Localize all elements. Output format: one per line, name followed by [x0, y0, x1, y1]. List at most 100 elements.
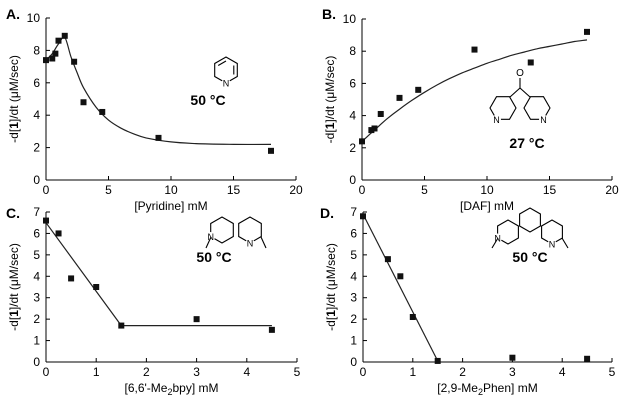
y-tick-label: 3	[350, 291, 357, 305]
y-tick-label: 6	[349, 76, 356, 90]
x-tick-label: 10	[164, 183, 178, 197]
x-axis-label-part: Phen] mM	[483, 381, 538, 395]
y-tick-label: 5	[350, 248, 357, 262]
bpy-ring-right-n-bg	[245, 238, 255, 248]
y-axis-label: -d[1]/dt (μM/sec)	[323, 56, 337, 144]
y-tick-label: 8	[349, 44, 356, 58]
x-axis-label-part: [6,6'-Me	[124, 381, 167, 395]
daf-ring-left	[489, 96, 517, 120]
data-point	[268, 326, 275, 333]
data-point	[93, 284, 100, 290]
y-tick-label: 10	[27, 11, 41, 25]
data-point	[52, 50, 59, 57]
x-tick-label: 5	[609, 365, 616, 379]
data-point	[509, 354, 516, 361]
data-point	[80, 99, 87, 106]
y-tick-label: 1	[33, 334, 40, 348]
data-point	[360, 213, 366, 220]
x-tick-label: 15	[227, 183, 241, 197]
y-axis-label-compound: 1	[7, 310, 21, 317]
molecule-structure: N	[214, 56, 238, 89]
x-axis-label-subscript: 2	[167, 387, 172, 397]
x-tick-label: 0	[359, 183, 366, 197]
y-axis-label-part: -d[	[7, 316, 21, 331]
data-point	[527, 59, 534, 66]
y-tick-label: 4	[33, 108, 40, 122]
molecule-structure: NN	[205, 216, 267, 249]
phen-ring-left	[497, 219, 519, 245]
y-tick-label: 7	[350, 205, 357, 219]
data-point	[155, 134, 162, 141]
y-tick-label: 0	[349, 173, 356, 187]
y-tick-label: 7	[33, 205, 40, 219]
x-tick-label: 2	[143, 365, 150, 379]
x-tick-label: 15	[543, 183, 557, 197]
data-point	[371, 125, 378, 132]
data-point	[43, 217, 49, 224]
pyridine-ring-n: N	[223, 79, 230, 89]
y-axis-label-compound: 1	[323, 122, 337, 129]
x-axis-label: [6,6'-Me2bpy] mM	[124, 381, 218, 397]
chart-panel-1: 0 5 10 15 20 0 2 4 6 8 10 [Pyridine] mM -d[1]/dt (μM…	[6, 6, 303, 213]
x-axis-label: [DAF] mM	[460, 199, 514, 213]
daf-ring-right-n: N	[540, 115, 547, 125]
temperature-label: 27 °C	[509, 135, 544, 151]
daf-ring-left-n: N	[493, 115, 500, 125]
data-point	[61, 32, 68, 39]
pyridine-ring-n-bg	[221, 78, 231, 88]
double-bond	[217, 60, 227, 66]
x-tick-label: 5	[421, 183, 428, 197]
data-point	[49, 55, 56, 62]
panel-letter: D.	[320, 205, 334, 221]
x-tick-label: 2	[459, 365, 466, 379]
y-tick-label: 2	[349, 141, 356, 155]
y-tick-label: 4	[33, 269, 40, 283]
x-tick-label: 0	[360, 365, 367, 379]
data-point	[471, 46, 478, 53]
y-axis-label-part: -d[	[323, 129, 337, 144]
panel-letter: A.	[6, 6, 20, 22]
methyl	[561, 237, 569, 249]
data-point	[368, 127, 375, 134]
phen-ring-right-n: N	[549, 240, 556, 250]
molecule-structure: N N O	[489, 68, 551, 125]
x-tick-label: 1	[93, 365, 100, 379]
phen-ring-middle	[519, 207, 541, 233]
methyl	[491, 237, 499, 249]
data-point	[268, 147, 274, 154]
x-tick-label: 0	[43, 183, 50, 197]
temperature-label: 50 °C	[512, 249, 547, 265]
temperature-label: 50 °C	[196, 249, 231, 265]
x-axis-label-part: [2,9-Me	[437, 381, 478, 395]
y-tick-label: 2	[33, 141, 40, 155]
x-tick-label: 3	[193, 365, 200, 379]
y-axis-label-part: ]/dt (μM/sec)	[323, 56, 337, 123]
y-axis-label: -d[1]/dt (μM/sec)	[7, 55, 21, 143]
bpy-ring-left	[210, 216, 234, 244]
x-tick-label: 20	[605, 183, 619, 197]
y-tick-label: 6	[33, 76, 40, 90]
y-tick-label: 8	[33, 43, 40, 57]
data-point	[99, 108, 106, 115]
y-tick-label: 0	[33, 355, 40, 369]
data-point	[434, 357, 441, 364]
data-point	[193, 316, 200, 323]
x-tick-label: 10	[480, 183, 494, 197]
data-point	[359, 138, 365, 145]
methyl	[205, 236, 212, 249]
y-axis-label-part: ]/dt (μM/sec)	[7, 55, 21, 122]
chart-panel-2: 0 5 10 15 20 0 2 4 6 8 10 [DAF] mM -d[1]/dt (μM/sec)…	[322, 6, 619, 213]
fit-line	[362, 213, 439, 362]
y-tick-label: 2	[350, 312, 357, 326]
x-axis-label-part: bpy] mM	[172, 381, 218, 395]
fit-line	[45, 36, 272, 146]
y-tick-label: 3	[33, 291, 40, 305]
y-tick-label: 4	[349, 109, 356, 123]
y-tick-label: 0	[33, 173, 40, 187]
temperature-label: 50 °C	[190, 92, 225, 108]
y-axis-label: -d[1]/dt (μM/sec)	[7, 243, 21, 331]
x-tick-label: 20	[289, 183, 303, 197]
daf-ring-right-n-bg	[539, 114, 548, 124]
daf-bridge	[509, 87, 521, 98]
